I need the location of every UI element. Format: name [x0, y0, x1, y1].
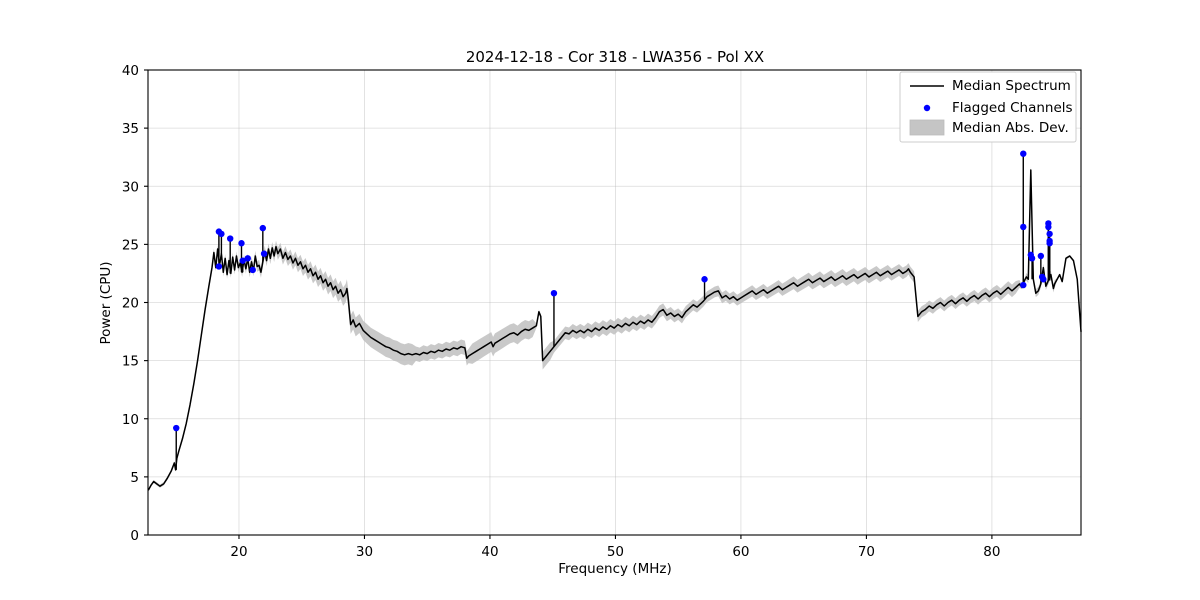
- axes: [144, 69, 1082, 539]
- flagged-channel-dot: [701, 276, 708, 283]
- flagged-channel-dot: [1046, 240, 1053, 247]
- x-tick-label: 20: [230, 544, 247, 560]
- x-tick-label: 60: [732, 544, 749, 560]
- flagged-channel-dot: [1037, 252, 1045, 260]
- legend-entry-label: Median Abs. Dev.: [952, 120, 1069, 136]
- flagged-channels-markers: [173, 150, 1053, 470]
- flagged-channel-dot: [1028, 255, 1036, 262]
- mad-band-area: [148, 166, 1081, 492]
- x-tick-label: 30: [356, 544, 373, 560]
- y-tick-label: 20: [122, 296, 139, 312]
- x-tick-label: 50: [607, 544, 624, 560]
- flagged-channel-dot: [1020, 281, 1027, 289]
- y-tick-label: 5: [130, 470, 139, 486]
- flagged-channel-dot: [239, 257, 246, 264]
- axis-tick-labels: 20 30 40 50 60 70 80 0 5 10 15 20 25 30 35 40: [122, 63, 1001, 560]
- y-tick-label: 25: [122, 237, 139, 253]
- flagged-channel-dot: [173, 424, 180, 432]
- flagged-channel-dot: [1046, 230, 1053, 238]
- flagged-channel-dot: [1020, 150, 1027, 157]
- flagged-channel-dot: [244, 255, 251, 262]
- x-tick-label: 80: [983, 544, 1000, 560]
- legend-band-swatch: [909, 119, 945, 136]
- y-axis-title: Power (CPU): [98, 261, 114, 344]
- y-tick-label: 40: [122, 63, 139, 79]
- flagged-channel-dot: [218, 230, 225, 238]
- median-spectrum-path: [147, 169, 1082, 491]
- flagged-channel-dot: [249, 266, 256, 274]
- flagged-channel-dot: [215, 263, 223, 270]
- legend-entry-label: Median Spectrum: [952, 78, 1071, 94]
- y-tick-label: 35: [122, 121, 139, 137]
- median-abs-dev-band: [148, 166, 1081, 492]
- flagged-channel-dot: [550, 290, 558, 297]
- chart-title: 2024-12-18 - Cor 318 - LWA356 - Pol XX: [466, 48, 764, 66]
- flagged-channel-dot: [1040, 276, 1047, 283]
- legend-entry-label: Flagged Channels: [952, 100, 1073, 116]
- flagged-channel-dot: [1045, 223, 1052, 231]
- flagged-channel-dot: [1020, 223, 1027, 231]
- flagged-channel-dot: [259, 224, 267, 232]
- median-spectrum-line: [147, 169, 1082, 491]
- y-tick-label: 30: [122, 179, 139, 195]
- y-tick-label: 15: [122, 354, 139, 370]
- flagged-channel-dot: [238, 240, 245, 247]
- y-tick-label: 10: [122, 412, 139, 428]
- legend-marker-swatch: [923, 104, 931, 112]
- flagged-channel-dot: [226, 235, 234, 242]
- x-tick-label: 70: [858, 544, 875, 560]
- x-axis-title: Frequency (MHz): [558, 561, 671, 577]
- y-tick-label: 0: [130, 528, 139, 544]
- flagged-channel-dot: [260, 250, 268, 257]
- chart-legend[interactable]: Median Spectrum Flagged Channels Median Ab…: [899, 71, 1077, 143]
- x-tick-label: 40: [481, 544, 498, 560]
